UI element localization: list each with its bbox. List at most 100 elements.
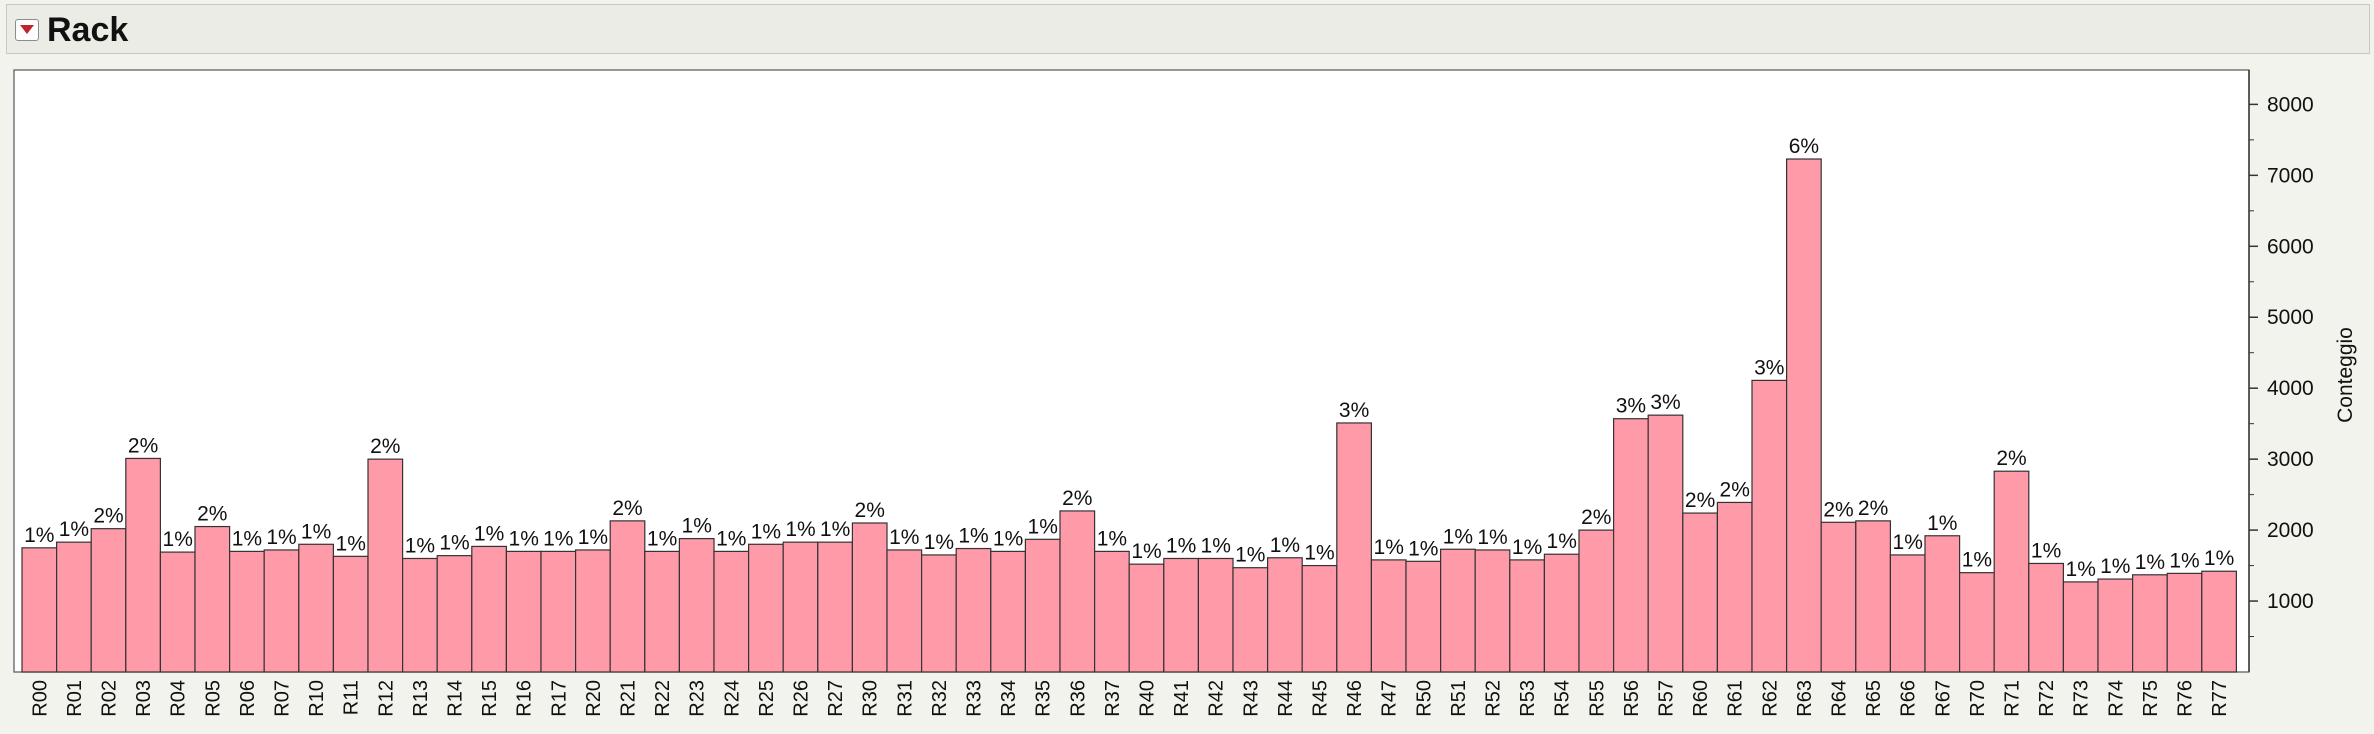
bar[interactable] [436, 555, 473, 673]
bar[interactable] [1958, 572, 1995, 673]
x-tick-label: R72 [2036, 680, 2058, 717]
bar[interactable] [1924, 535, 1961, 673]
x-tick-label: R75 [2140, 680, 2162, 717]
y-axis-label: Conteggio [2334, 327, 2357, 423]
bar-percent-label: 2% [197, 503, 227, 526]
bar-percent-label: 2% [370, 435, 400, 458]
bar[interactable] [1301, 564, 1338, 673]
bar[interactable] [90, 528, 127, 673]
bar[interactable] [574, 549, 611, 673]
x-tick-label: R50 [1413, 680, 1435, 717]
bar[interactable] [2132, 574, 2168, 673]
bar[interactable] [851, 522, 888, 673]
bar-percent-label: 1% [716, 527, 746, 550]
bar[interactable] [2201, 570, 2238, 673]
bar[interactable] [471, 545, 507, 673]
bar[interactable] [263, 549, 300, 673]
bar[interactable] [2097, 578, 2134, 673]
bar[interactable] [332, 555, 369, 673]
x-tick-label: R12 [375, 680, 397, 717]
bar-percent-label: 1% [1893, 531, 1923, 554]
bar-percent-label: 2% [1581, 506, 1611, 529]
bar[interactable] [886, 549, 923, 673]
bar[interactable] [955, 547, 992, 673]
bar[interactable] [1889, 554, 1926, 673]
y-tick-label: 1000 [2267, 590, 2314, 613]
bar[interactable] [1855, 520, 1892, 673]
bar[interactable] [678, 538, 715, 673]
bar[interactable] [2062, 581, 2099, 673]
bar[interactable] [1612, 418, 1649, 673]
bar[interactable] [1439, 548, 1476, 673]
bar[interactable] [2166, 572, 2203, 673]
bar[interactable] [229, 550, 265, 673]
bar[interactable] [1370, 559, 1407, 673]
bar-percent-label: 1% [405, 534, 435, 557]
bar[interactable] [125, 457, 162, 673]
bar[interactable] [1785, 158, 1822, 673]
bar[interactable] [540, 550, 577, 673]
bar[interactable] [55, 541, 92, 673]
bar[interactable] [1128, 563, 1165, 673]
bar-percent-label: 1% [2100, 555, 2130, 578]
bar[interactable] [1405, 560, 1442, 673]
bar[interactable] [1163, 557, 1200, 673]
bar[interactable] [505, 550, 542, 673]
bar[interactable] [1751, 379, 1788, 673]
bar[interactable] [747, 543, 784, 673]
bar-percent-label: 3% [1650, 391, 1680, 414]
x-tick-label: R21 [618, 680, 640, 717]
bar-percent-label: 1% [232, 527, 262, 550]
bar[interactable] [817, 541, 853, 673]
bar[interactable] [298, 543, 334, 673]
bar[interactable] [1266, 557, 1303, 673]
bar-percent-label: 1% [1131, 540, 1161, 563]
x-tick-label: R26 [791, 680, 813, 717]
collapse-toggle-button[interactable] [15, 19, 39, 41]
x-tick-label: R24 [721, 680, 743, 717]
bar-percent-label: 1% [1304, 542, 1334, 565]
bar[interactable] [402, 557, 438, 673]
bar[interactable] [1059, 510, 1096, 673]
bar[interactable] [990, 550, 1026, 673]
x-tick-label: R46 [1344, 680, 1366, 717]
bar[interactable] [1682, 512, 1719, 673]
bar[interactable] [1093, 550, 1130, 673]
y-tick-label: 4000 [2267, 377, 2314, 400]
bar[interactable] [1232, 567, 1269, 673]
bar[interactable] [1336, 422, 1373, 673]
bar[interactable] [782, 541, 819, 673]
bar[interactable] [644, 550, 680, 673]
bar-percent-label: 3% [1616, 395, 1646, 418]
bar[interactable] [194, 525, 231, 673]
x-tick-label: R42 [1206, 680, 1228, 717]
x-tick-label: R62 [1759, 680, 1781, 717]
bar[interactable] [1197, 557, 1234, 673]
bar-percent-label: 1% [1374, 536, 1404, 559]
bar-percent-label: 1% [1270, 534, 1300, 557]
bar[interactable] [1716, 501, 1753, 673]
bar-percent-label: 1% [1028, 515, 1058, 538]
y-tick-label: 8000 [2267, 93, 2314, 116]
bar[interactable] [2028, 562, 2065, 673]
bar[interactable] [1993, 470, 2030, 673]
bar-percent-label: 1% [1408, 537, 1438, 560]
bar-percent-label: 1% [1547, 530, 1577, 553]
bar[interactable] [367, 458, 404, 673]
section-header: Rack [6, 4, 2370, 54]
x-tick-label: R07 [272, 680, 294, 717]
bar[interactable] [920, 554, 957, 673]
bar[interactable] [713, 550, 750, 673]
bar-percent-label: 1% [439, 532, 469, 555]
bar[interactable] [1820, 521, 1857, 673]
bar[interactable] [21, 547, 58, 673]
bar[interactable] [159, 551, 196, 673]
bar[interactable] [1543, 553, 1580, 673]
bar[interactable] [609, 520, 646, 673]
bar[interactable] [1578, 529, 1615, 673]
bar[interactable] [1509, 559, 1546, 673]
bar[interactable] [1024, 538, 1061, 673]
bar[interactable] [1474, 549, 1511, 673]
bar[interactable] [1647, 414, 1684, 673]
bar-percent-label: 1% [958, 525, 988, 548]
